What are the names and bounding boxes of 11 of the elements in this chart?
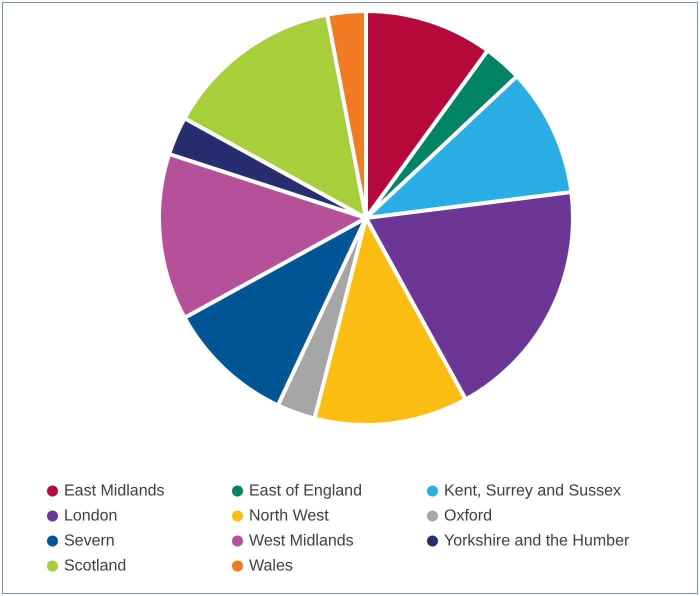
legend-label: West Midlands [249, 532, 354, 550]
legend-label: Oxford [444, 508, 492, 524]
legend-label: East of England [249, 482, 362, 500]
legend-label: Yorkshire and the Humber [444, 532, 630, 550]
legend-label: Kent, Surrey and Sussex [444, 482, 621, 500]
legend-label: Wales [249, 558, 293, 574]
legend-label: London [64, 508, 118, 524]
legend-label: Severn [64, 532, 115, 550]
legend-label: North West [249, 508, 330, 524]
legend-label: Scotland [64, 558, 126, 574]
legend-label: East Midlands [64, 482, 164, 500]
